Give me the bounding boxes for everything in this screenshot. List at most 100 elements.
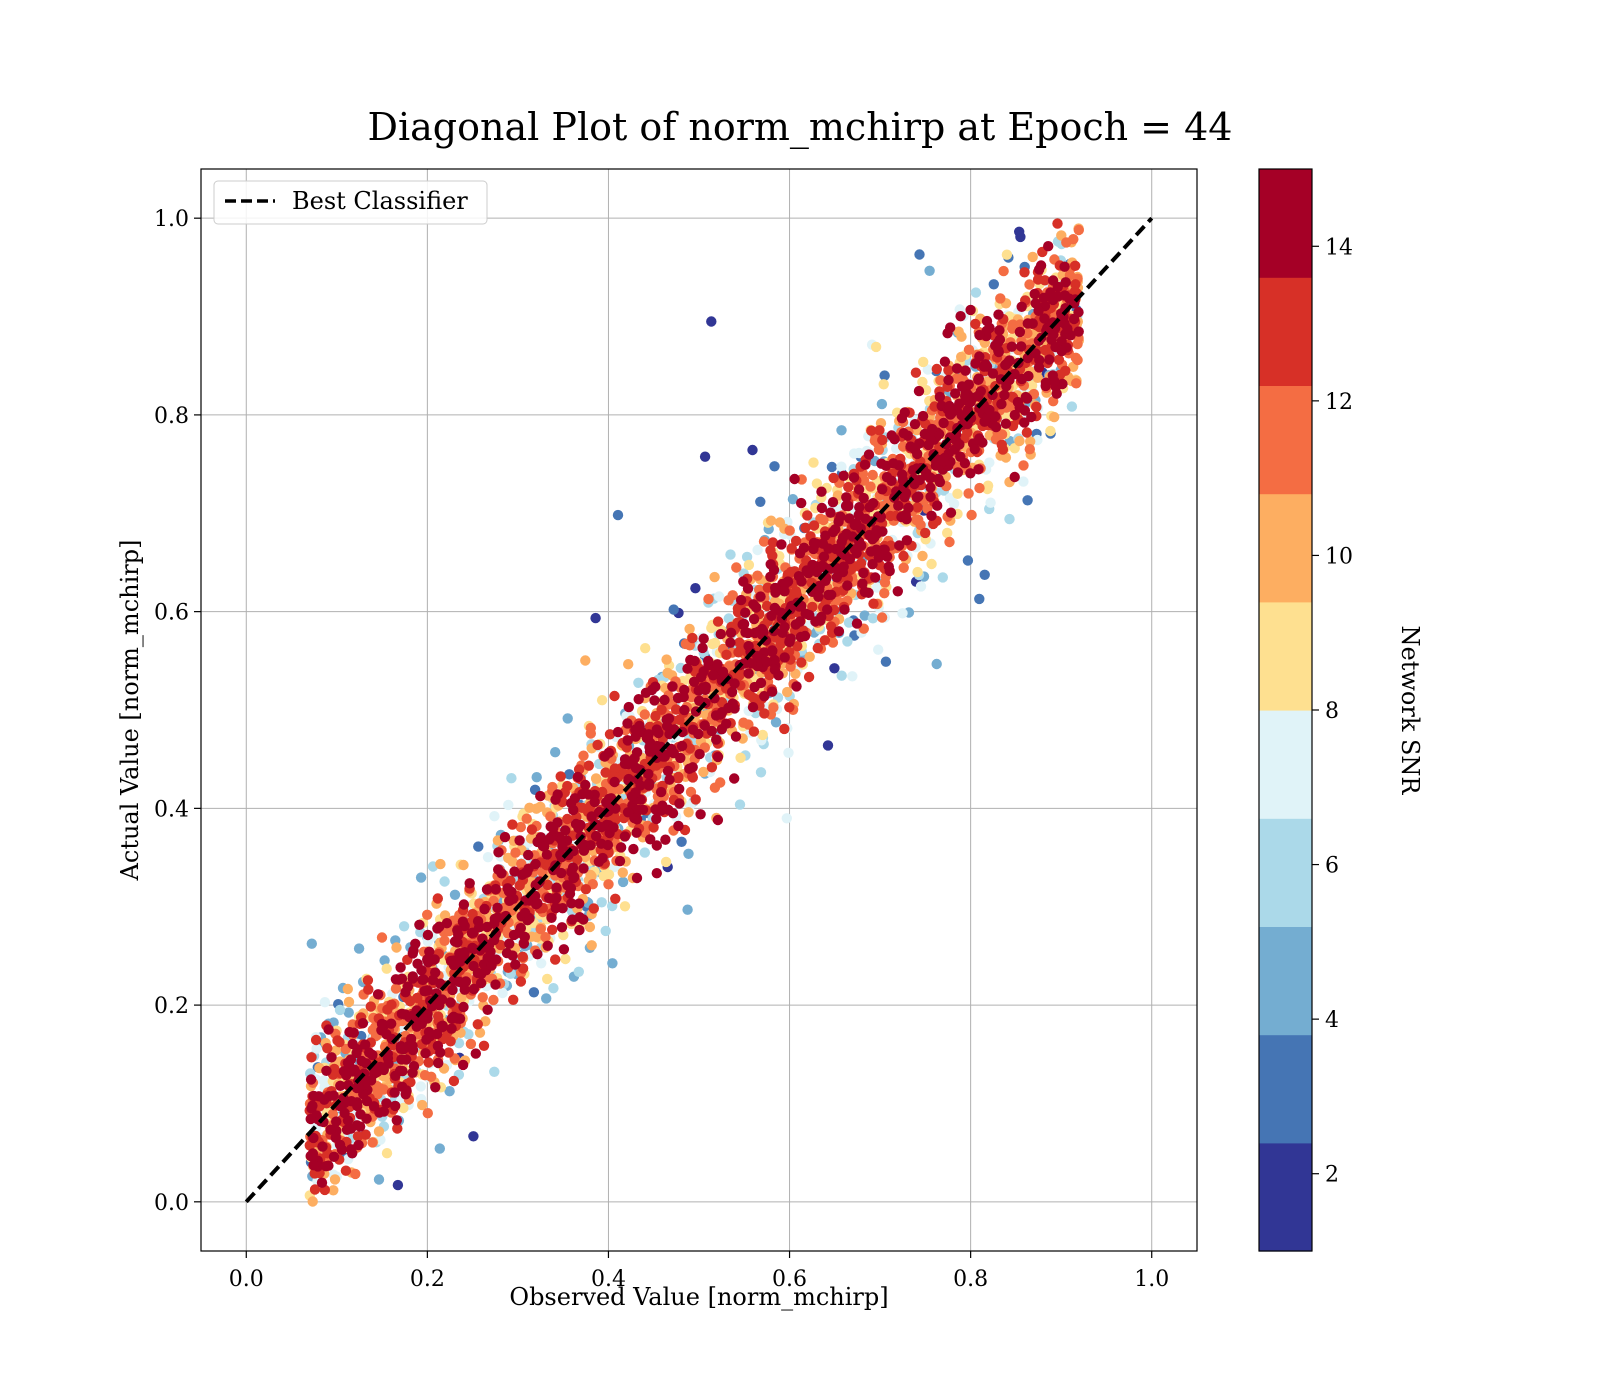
scatter-point (607, 784, 618, 796)
scatter-point (901, 535, 913, 546)
scatter-point (683, 807, 694, 818)
scatter-point (423, 1057, 434, 1068)
scatter-point (888, 458, 899, 469)
scatter-point (433, 1011, 444, 1022)
scatter-point (851, 547, 862, 559)
scatter-point (521, 867, 532, 878)
y-tick-label: 0.2 (154, 994, 189, 1019)
scatter-point (892, 586, 903, 597)
scatter-point (822, 740, 834, 751)
scatter-point (608, 822, 619, 833)
scatter-point (755, 767, 767, 778)
scatter-point (546, 912, 557, 923)
scatter-point (843, 481, 854, 493)
scatter-point (521, 813, 532, 824)
scatter-point (550, 794, 561, 805)
scatter-point (509, 866, 520, 877)
scatter-point (389, 1087, 400, 1098)
scatter-point (1039, 275, 1051, 286)
scatter-point (729, 678, 740, 689)
scatter-point (609, 690, 620, 702)
scatter-point (352, 1044, 363, 1055)
scatter-point (794, 548, 806, 559)
scatter-point (903, 502, 914, 514)
scatter-point (583, 760, 594, 771)
scatter-point (386, 1018, 397, 1029)
scatter-point (631, 872, 643, 884)
scatter-point (334, 1004, 346, 1016)
scatter-point (464, 878, 475, 889)
scatter-point (362, 975, 374, 986)
scatter-point (614, 855, 626, 867)
scatter-point (524, 802, 535, 813)
scatter-point (785, 633, 796, 644)
scatter-point (811, 478, 823, 489)
scatter-point (935, 375, 946, 386)
scatter-point (479, 903, 490, 915)
scatter-point (382, 1004, 393, 1015)
scatter-point (867, 534, 878, 545)
scatter-point (547, 924, 558, 935)
scatter-point (979, 569, 990, 580)
scatter-point (508, 994, 519, 1005)
scatter-point (651, 724, 662, 735)
scatter-point (417, 1099, 428, 1111)
scatter-point (323, 1024, 334, 1035)
scatter-point (1060, 277, 1071, 288)
scatter-point (896, 413, 908, 424)
scatter-point (1027, 251, 1038, 263)
scatter-point (818, 551, 830, 562)
scatter-point (465, 1038, 477, 1050)
scatter-point (726, 686, 738, 698)
scatter-point (407, 1040, 418, 1051)
scatter-point (956, 351, 967, 363)
scatter-point (540, 932, 551, 943)
scatter-point (535, 923, 546, 935)
colorbar-tick-label: 14 (1325, 235, 1353, 260)
scatter-point (738, 717, 749, 728)
scatter-point (490, 979, 501, 990)
scatter-point (643, 780, 655, 791)
scatter-point (870, 572, 881, 583)
scatter-point (1026, 380, 1038, 391)
scatter-point (1024, 279, 1035, 290)
scatter-point (562, 813, 573, 825)
scatter-point (600, 870, 611, 881)
scatter-point (542, 973, 553, 985)
scatter-point (1052, 218, 1063, 229)
colorbar-label: Network SNR (1396, 626, 1424, 796)
scatter-point (779, 652, 790, 663)
scatter-point (515, 976, 527, 987)
scatter-point (578, 750, 589, 761)
scatter-point (528, 987, 540, 998)
scatter-point (925, 482, 936, 493)
scatter-point (1022, 352, 1033, 364)
scatter-point (842, 580, 853, 591)
scatter-point (684, 763, 695, 774)
scatter-point (716, 707, 728, 718)
scatter-point (307, 1196, 318, 1207)
scatter-point (572, 771, 584, 783)
scatter-point (667, 808, 679, 819)
scatter-point (859, 459, 871, 470)
scatter-point (415, 1081, 426, 1092)
scatter-point (382, 1053, 394, 1064)
scatter-point (397, 1065, 408, 1077)
scatter-point (1069, 286, 1081, 297)
scatter-point (974, 351, 985, 362)
scatter-point (378, 1084, 389, 1095)
scatter-point (934, 391, 946, 403)
scatter-point (446, 1013, 457, 1024)
scatter-point (364, 1047, 375, 1058)
scatter-point (990, 340, 1001, 351)
scatter-point (973, 464, 984, 475)
scatter-point (996, 429, 1008, 440)
scatter-point (842, 636, 853, 647)
scatter-point (954, 398, 965, 409)
scatter-point (378, 1106, 390, 1117)
scatter-point (1014, 326, 1026, 338)
scatter-point (836, 536, 847, 548)
scatter-point (873, 644, 884, 655)
scatter-point (729, 773, 740, 784)
scatter-point (617, 867, 628, 878)
